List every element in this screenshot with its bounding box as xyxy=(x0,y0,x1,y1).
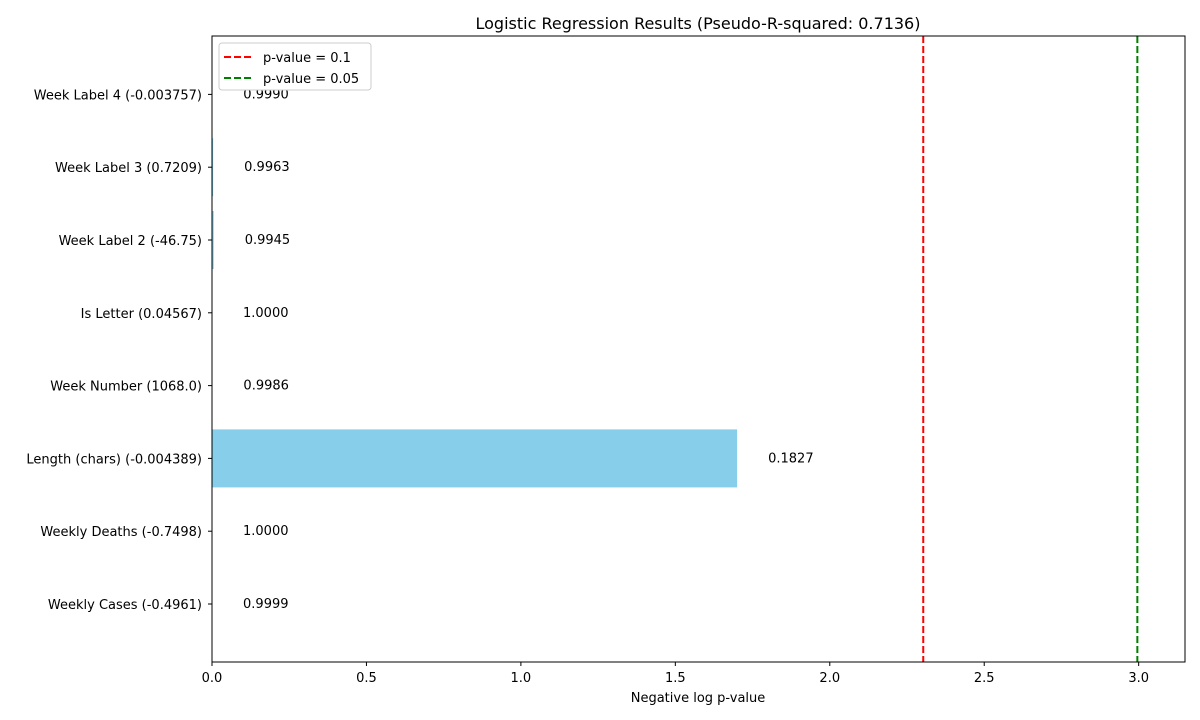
x-axis-label: Negative log p-value xyxy=(631,691,766,706)
y-tick-label: Week Label 3 (0.7209) xyxy=(55,161,202,176)
bar xyxy=(212,211,214,269)
data-label: 0.9986 xyxy=(243,379,288,394)
x-axis: 0.0 0.5 1.0 1.5 2.0 2.5 3.0 xyxy=(202,662,1149,686)
x-tick-label: 0.0 xyxy=(202,671,223,686)
data-label: 0.9990 xyxy=(243,87,289,102)
y-tick-label: Week Number (1068.0) xyxy=(50,380,202,395)
data-label: 1.0000 xyxy=(243,306,289,321)
bar xyxy=(212,138,214,197)
y-tick-label: Week Label 4 (-0.003757) xyxy=(34,88,202,103)
reference-lines-layer xyxy=(922,36,1139,662)
y-tick-label: Weekly Deaths (-0.7498) xyxy=(40,525,202,540)
y-tick-label: Week Label 2 (-46.75) xyxy=(59,234,202,249)
plot-frame xyxy=(211,35,1186,663)
data-label: 0.9963 xyxy=(244,160,290,175)
chart-title: Logistic Regression Results (Pseudo-R-sq… xyxy=(476,14,921,33)
bar xyxy=(212,429,738,488)
x-tick-label: 3.0 xyxy=(1128,671,1149,686)
data-label: 0.9945 xyxy=(245,233,291,248)
data-label: 1.0000 xyxy=(243,524,289,539)
x-tick-label: 2.5 xyxy=(974,671,995,686)
legend-entry: p-value = 0.1 xyxy=(263,51,351,66)
x-tick-label: 2.0 xyxy=(819,671,840,686)
y-tick-label: Weekly Cases (-0.4961) xyxy=(48,598,202,613)
legend-box xyxy=(218,42,372,91)
data-label: 0.9999 xyxy=(243,597,289,612)
data-labels-layer: 0.9999 1.0000 0.1827 0.9986 1.0000 0.9945 0.99… xyxy=(243,87,814,612)
y-tick-label: Is Letter (0.04567) xyxy=(81,307,202,322)
x-tick-label: 1.5 xyxy=(665,671,686,686)
legend: p-value = 0.1 p-value = 0.05 xyxy=(218,42,372,91)
bars-layer xyxy=(212,65,738,633)
y-axis: Weekly Cases (-0.4961) Weekly Deaths (-0.… xyxy=(26,88,212,613)
x-tick-label: 1.0 xyxy=(511,671,532,686)
legend-entry: p-value = 0.05 xyxy=(263,72,359,87)
y-tick-label: Length (chars) (-0.004389) xyxy=(26,452,202,467)
data-label: 0.1827 xyxy=(768,451,814,466)
x-tick-label: 0.5 xyxy=(356,671,377,686)
